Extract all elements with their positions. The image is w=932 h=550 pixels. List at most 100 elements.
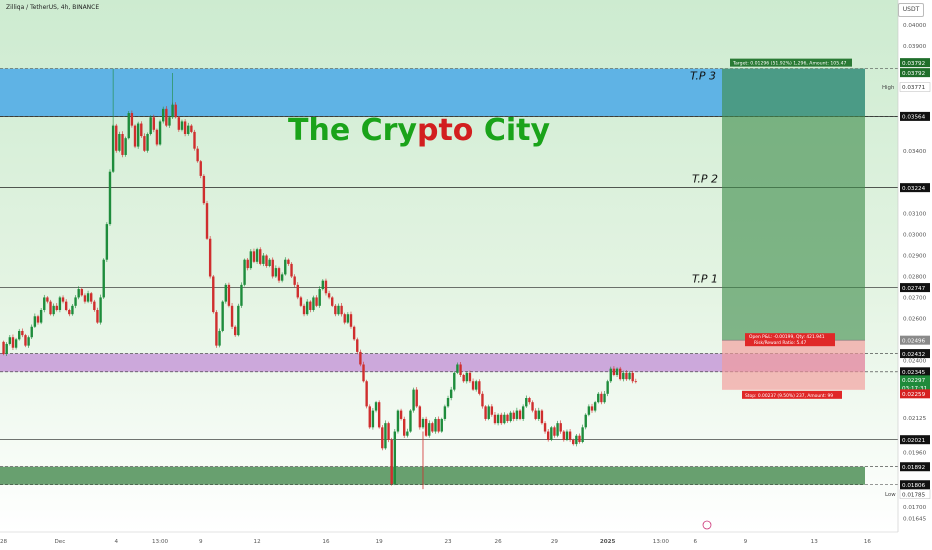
candle-body — [597, 393, 600, 403]
price-badge — [900, 462, 930, 472]
y-tick-label: 0.02700 — [903, 295, 927, 301]
y-tick-label: 0.02125 — [903, 416, 927, 422]
candle-body — [165, 108, 168, 126]
candle-body — [424, 418, 428, 436]
price-badge-label: 0.02747 — [902, 286, 926, 292]
candle-body — [52, 305, 55, 315]
candle-body — [331, 297, 334, 306]
watermark-part: The Cry — [288, 113, 417, 148]
y-tick-label: 0.03900 — [903, 44, 927, 50]
candle-body — [500, 414, 503, 424]
x-tick-label: 6 — [694, 539, 698, 545]
candle-body — [64, 301, 68, 310]
price-badge — [900, 111, 930, 121]
candle-body — [575, 435, 578, 445]
candle-body — [618, 368, 622, 380]
candle-body — [590, 406, 594, 411]
target-label-bg — [730, 58, 852, 67]
candle-body — [418, 406, 422, 428]
candle-body — [249, 251, 253, 269]
stop-label-bg — [742, 390, 842, 399]
watermark-text: The Crypto City — [288, 113, 551, 148]
candle-body — [540, 410, 544, 424]
price-badge — [900, 480, 930, 490]
candle-body — [46, 297, 49, 302]
candle-body — [2, 341, 5, 354]
price-badge — [900, 58, 930, 68]
candle-body — [205, 203, 209, 239]
watermark-part: pto — [417, 113, 473, 148]
candle-body — [537, 410, 540, 419]
candle-body — [240, 284, 243, 306]
candle-body — [431, 423, 434, 432]
x-tick-label: Dec — [54, 539, 65, 545]
candle-body — [27, 337, 30, 346]
candle-body — [565, 431, 569, 440]
candle-body — [634, 381, 638, 383]
candle-body — [349, 314, 353, 327]
price-badge — [900, 435, 930, 445]
price-badge — [900, 383, 930, 393]
candle-body — [622, 372, 625, 380]
candle-body — [362, 364, 365, 382]
candle-body — [5, 343, 8, 354]
candle-body — [352, 326, 356, 340]
candle-body — [559, 423, 562, 432]
candle-body — [221, 301, 224, 331]
candle-body — [296, 284, 299, 298]
candle-body — [593, 402, 597, 411]
candle-body — [562, 431, 566, 440]
candle-body — [631, 372, 634, 382]
candle-body — [612, 368, 616, 375]
price-badge-label: 0.03224 — [902, 186, 926, 192]
candle-body — [578, 435, 581, 442]
candle-body — [465, 372, 469, 382]
x-tick-label: 29 — [551, 539, 559, 545]
candle-body — [377, 402, 381, 428]
candle-body — [556, 423, 559, 436]
candle-body — [83, 295, 87, 302]
candle-body — [124, 138, 127, 155]
symbol-header: Zilliqa / TetherUS, 4h, BINANCE — [6, 4, 100, 11]
candle-body — [227, 284, 231, 306]
candle-body — [628, 372, 631, 380]
candle-body — [11, 337, 15, 348]
candle-body — [449, 389, 453, 398]
price-badge — [899, 82, 931, 92]
candle-body — [368, 406, 371, 428]
y-tick-label: 0.01960 — [903, 450, 927, 456]
candle-body — [528, 398, 531, 403]
candle-body — [509, 412, 512, 422]
y-tick-label: 0.04000 — [903, 23, 927, 29]
y-tick-label: 0.01645 — [903, 516, 927, 522]
candle-body — [299, 297, 303, 306]
candle-body — [58, 297, 62, 310]
candle-body — [39, 310, 43, 323]
candle-body — [90, 293, 93, 302]
x-tick-label: 13 — [811, 539, 819, 545]
candle-body — [93, 301, 96, 310]
candle-body — [18, 330, 21, 340]
candle-body — [600, 393, 603, 403]
candle-body — [387, 423, 390, 440]
candle-body — [399, 410, 403, 419]
candle-body — [493, 414, 497, 424]
price-badge — [900, 389, 930, 399]
candle-body — [193, 131, 196, 149]
candle-body — [572, 439, 575, 445]
candle-body — [553, 427, 556, 436]
candle-body — [49, 301, 52, 315]
candle-body — [199, 161, 202, 176]
candle-body — [403, 418, 406, 436]
price-badge — [900, 367, 930, 377]
price-badge — [900, 349, 930, 359]
price-badge — [900, 183, 930, 193]
target-label: Target: 0.01296 (51.92%) 1,296, Amount: … — [732, 61, 847, 67]
candle-body — [118, 134, 121, 151]
candle-body — [315, 297, 318, 306]
currency-selector[interactable]: USDT — [898, 3, 924, 17]
candle-body — [233, 326, 237, 336]
candle-body — [481, 393, 484, 407]
candle-body — [187, 125, 190, 134]
